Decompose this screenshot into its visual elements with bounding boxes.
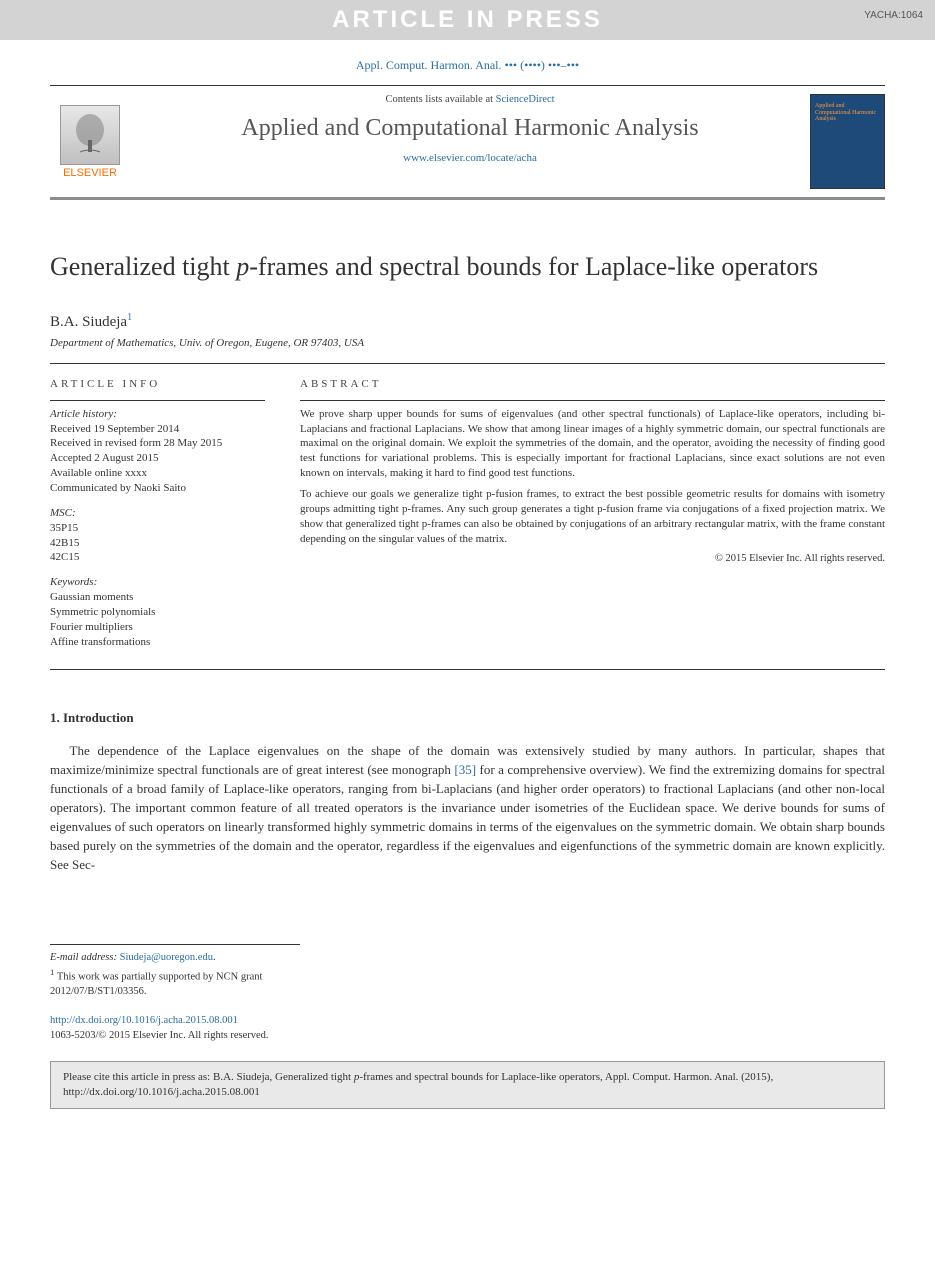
keyword: Affine transformations bbox=[50, 635, 265, 650]
elsevier-logo: ELSEVIER bbox=[50, 86, 130, 197]
contents-available: Contents lists available at ScienceDirec… bbox=[130, 94, 810, 105]
footnote-marker: 1 bbox=[50, 967, 54, 977]
journal-citation: Appl. Comput. Harmon. Anal. ••• (••••) •… bbox=[0, 40, 935, 85]
elsevier-tree-icon bbox=[60, 105, 120, 165]
title-italic: p bbox=[236, 252, 249, 281]
divider bbox=[300, 400, 885, 401]
section-heading: 1. Introduction bbox=[50, 710, 885, 726]
email-label: E-mail address: bbox=[50, 952, 117, 963]
watermark-text: ARTICLE IN PRESS bbox=[332, 6, 603, 33]
article-info-column: article info Article history: Received 1… bbox=[50, 378, 265, 660]
title-part2: -frames and spectral bounds for Laplace-… bbox=[249, 252, 818, 281]
history-item: Communicated by Naoki Saito bbox=[50, 481, 265, 496]
journal-header: ELSEVIER Contents lists available at Sci… bbox=[50, 85, 885, 200]
abstract-paragraph: To achieve our goals we generalize tight… bbox=[300, 487, 885, 546]
msc-code: 42C15 bbox=[50, 550, 265, 565]
citation-box: Please cite this article in press as: B.… bbox=[50, 1061, 885, 1109]
abstract-copyright: © 2015 Elsevier Inc. All rights reserved… bbox=[300, 552, 885, 566]
keyword: Gaussian moments bbox=[50, 590, 265, 605]
intro-paragraph: The dependence of the Laplace eigenvalue… bbox=[50, 742, 885, 874]
cite-prefix: Please cite this article in press as: B.… bbox=[63, 1071, 354, 1083]
doi-link[interactable]: http://dx.doi.org/10.1016/j.acha.2015.08… bbox=[50, 1015, 238, 1026]
author-footnote-ref[interactable]: 1 bbox=[127, 312, 132, 323]
article-info-label: article info bbox=[50, 378, 265, 390]
funding-footnote: 1 This work was partially supported by N… bbox=[50, 966, 300, 1000]
history-item: Available online xxxx bbox=[50, 466, 265, 481]
footnotes: E-mail address: Siudeja@uoregon.edu. 1 T… bbox=[50, 944, 300, 1000]
author-email-link[interactable]: Siudeja@uoregon.edu bbox=[120, 952, 213, 963]
citation-ref[interactable]: [35] bbox=[454, 762, 476, 777]
journal-url-link[interactable]: www.elsevier.com/locate/acha bbox=[130, 152, 810, 164]
history-item: Accepted 2 August 2015 bbox=[50, 451, 265, 466]
keywords-block: Keywords: Gaussian moments Symmetric pol… bbox=[50, 575, 265, 649]
author-name: B.A. Siudeja1 bbox=[50, 312, 885, 331]
divider bbox=[50, 363, 885, 364]
history-heading: Article history: bbox=[50, 407, 265, 422]
divider bbox=[50, 669, 885, 670]
contents-prefix: Contents lists available at bbox=[385, 94, 495, 105]
history-item: Received in revised form 28 May 2015 bbox=[50, 436, 265, 451]
history-item: Received 19 September 2014 bbox=[50, 422, 265, 437]
msc-heading: MSC: bbox=[50, 506, 265, 521]
header-center: Contents lists available at ScienceDirec… bbox=[130, 86, 810, 197]
msc-code: 42B15 bbox=[50, 536, 265, 551]
msc-code: 35P15 bbox=[50, 521, 265, 536]
elsevier-label: ELSEVIER bbox=[63, 167, 117, 179]
journal-cover-thumbnail: Applied and Computational Harmonic Analy… bbox=[810, 94, 885, 189]
abstract-text: We prove sharp upper bounds for sums of … bbox=[300, 407, 885, 567]
article-code: YACHA:1064 bbox=[864, 10, 923, 21]
journal-cover-title: Applied and Computational Harmonic Analy… bbox=[811, 101, 884, 125]
email-footnote: E-mail address: Siudeja@uoregon.edu. bbox=[50, 951, 300, 966]
keywords-heading: Keywords: bbox=[50, 575, 265, 590]
title-part1: Generalized tight bbox=[50, 252, 236, 281]
keyword: Symmetric polynomials bbox=[50, 605, 265, 620]
doi-copyright: 1063-5203/© 2015 Elsevier Inc. All right… bbox=[50, 1029, 885, 1044]
msc-block: MSC: 35P15 42B15 42C15 bbox=[50, 506, 265, 565]
article-content: Generalized tight p-frames and spectral … bbox=[0, 200, 935, 894]
keyword: Fourier multipliers bbox=[50, 620, 265, 635]
abstract-paragraph: We prove sharp upper bounds for sums of … bbox=[300, 407, 885, 481]
funding-text: This work was partially supported by NCN… bbox=[50, 972, 262, 998]
article-history: Article history: Received 19 September 2… bbox=[50, 407, 265, 496]
divider bbox=[50, 400, 265, 401]
article-title: Generalized tight p-frames and spectral … bbox=[50, 250, 885, 284]
info-abstract-row: article info Article history: Received 1… bbox=[50, 378, 885, 660]
abstract-column: abstract We prove sharp upper bounds for… bbox=[300, 378, 885, 660]
introduction-section: 1. Introduction The dependence of the La… bbox=[50, 710, 885, 874]
sciencedirect-link[interactable]: ScienceDirect bbox=[496, 94, 555, 105]
abstract-label: abstract bbox=[300, 378, 885, 390]
watermark-banner: ARTICLE IN PRESS YACHA:1064 bbox=[0, 0, 935, 40]
author-affiliation: Department of Mathematics, Univ. of Oreg… bbox=[50, 337, 885, 349]
doi-block: http://dx.doi.org/10.1016/j.acha.2015.08… bbox=[50, 1014, 885, 1043]
journal-name: Applied and Computational Harmonic Analy… bbox=[130, 115, 810, 142]
